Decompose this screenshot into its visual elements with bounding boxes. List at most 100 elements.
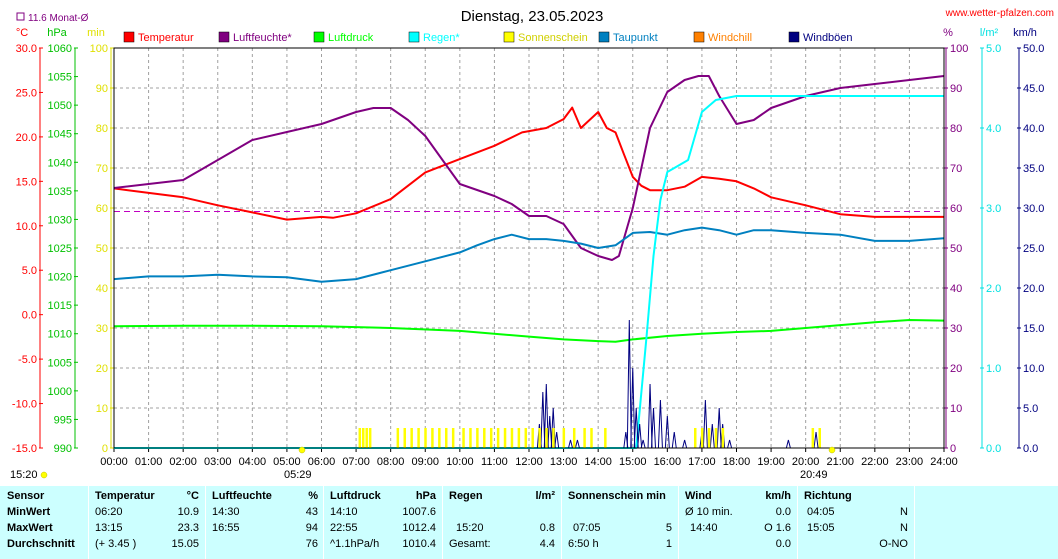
legend-label: Windböen: [803, 32, 853, 44]
sunshine-bar: [562, 428, 566, 448]
gust-spike: [647, 383, 653, 449]
gust-spike: [540, 391, 546, 449]
sunshine_min-tick-label: 10: [96, 403, 108, 415]
sunshine-bar: [604, 428, 607, 448]
sunshine-bar: [524, 428, 528, 448]
sunshine-bar: [410, 428, 413, 448]
sunshine-bar: [818, 428, 821, 448]
sunshine_min-tick-label: 100: [90, 43, 108, 55]
sunshine-bar: [496, 428, 500, 448]
pressure-tick-label: 1005: [48, 357, 72, 369]
temperature-tick-label: 20.0: [16, 132, 37, 144]
temperature-max-time: 13:15: [95, 522, 123, 534]
legend-swatch: [598, 31, 610, 43]
sunshine-avg-value: 1: [665, 538, 672, 550]
gust-spike: [671, 431, 677, 449]
sunshine_min-unit-label: min: [87, 27, 105, 39]
sunshine-bar: [445, 428, 448, 448]
chart-axes: 30.0 25.0 20.0 15.0 10.0 5.0 0.0 -5.0 -10.0 -15.0…: [12, 27, 1045, 468]
temperature-tick-label: -15.0: [12, 443, 37, 455]
series-line-taupunkt: [113, 226, 945, 283]
temperature-min-time: 06:20: [95, 506, 123, 518]
humidity-tick-label: 80: [950, 123, 962, 135]
sunshine-bar: [368, 428, 372, 448]
sunshine-bar: [365, 428, 368, 448]
pressure-tick-label: 1020: [48, 272, 72, 284]
current-time: 15:20: [10, 469, 38, 481]
direction-max-value: N: [900, 522, 908, 534]
legend-swatch: [218, 31, 230, 43]
pressure-unit: hPa: [415, 490, 436, 502]
humidity-tick-label: 70: [950, 163, 962, 175]
rain-tick-label: 1.0: [986, 363, 1001, 375]
sunshine-bar: [424, 428, 427, 448]
humidity-tick-label: 90: [950, 83, 962, 95]
gust-spike: [626, 319, 632, 449]
legend-label: Taupunkt: [613, 32, 658, 44]
wind-tick-label: 35.0: [1023, 163, 1044, 175]
sunrise-time: 05:29: [284, 469, 312, 481]
temperature-tick-label: -5.0: [18, 354, 37, 366]
temperature-unit-label: °C: [16, 27, 28, 39]
humidity-max-time: 16:55: [212, 522, 240, 534]
humidity-max-value: 94: [305, 522, 318, 534]
x-tick-label: 07:00: [342, 456, 370, 468]
humidity-min-value: 43: [305, 506, 318, 518]
pressure-min-time: 14:10: [330, 506, 358, 518]
gust-spike: [640, 439, 646, 449]
legend-swatch: [693, 31, 705, 43]
x-tick-label: 14:00: [584, 456, 612, 468]
wind-tick-label: 50.0: [1023, 43, 1044, 55]
direction-max-time: 15:05: [807, 522, 835, 534]
pressure-tick-label: 990: [54, 443, 72, 455]
temperature-header: Temperatur: [95, 490, 155, 502]
humidity-tick-label: 30: [950, 323, 962, 335]
wind-tick-label: 15.0: [1023, 323, 1044, 335]
sunshine-bar: [721, 428, 725, 448]
x-tick-label: 24:00: [930, 456, 958, 468]
gust-spike: [702, 399, 708, 449]
sunshine-bar: [811, 428, 815, 448]
gust-spike: [682, 439, 688, 449]
direction-header: Richtung: [804, 490, 852, 502]
wind-header: Wind: [685, 490, 712, 502]
sunshine_min-tick-label: 0: [102, 443, 108, 455]
x-tick-label: 08:00: [377, 456, 405, 468]
gust-spike: [657, 399, 663, 449]
temperature-avg-value: 15.05: [171, 538, 199, 550]
legend-label: Regen*: [423, 32, 460, 44]
temperature-tick-label: 15.0: [16, 176, 37, 188]
temperature-max-value: 23.3: [177, 522, 199, 534]
website-link[interactable]: www.wetter-pfalzen.com: [945, 8, 1054, 19]
series-line-temperatur: [113, 106, 944, 221]
sunshine-bar: [552, 428, 555, 448]
wind-tick-label: 20.0: [1023, 283, 1044, 295]
pressure-max-value: 1012.4: [402, 522, 436, 534]
pressure-tick-label: 1035: [48, 186, 72, 198]
pressure-tick-label: 1030: [48, 214, 72, 226]
rain-tick-label: 2.0: [986, 283, 1001, 295]
pressure-tick-label: 1055: [48, 72, 72, 84]
humidity-unit-label: %: [943, 27, 953, 39]
legend-label: Temperatur: [138, 32, 194, 44]
x-tick-label: 03:00: [204, 456, 232, 468]
x-tick-label: 15:00: [619, 456, 647, 468]
wind-tick-label: 30.0: [1023, 203, 1044, 215]
series-line-luftfeuchte: [113, 75, 945, 261]
x-tick-label: 00:00: [100, 456, 128, 468]
wind-min-value: 0.0: [775, 506, 791, 518]
sunshine-bar: [431, 428, 434, 448]
sunshine-bar: [590, 428, 593, 448]
pressure-tick-label: 1010: [48, 329, 72, 341]
pressure-max-time: 22:55: [330, 522, 358, 534]
pressure-tick-label: 1015: [48, 300, 72, 312]
humidity-tick-label: 100: [950, 43, 968, 55]
gust-spike: [651, 407, 656, 449]
sunshine-bar: [503, 428, 507, 448]
gust-spike: [637, 423, 643, 449]
sunshine-bar: [694, 428, 697, 448]
sunshine-bar: [545, 428, 548, 448]
temperature-tick-label: 5.0: [22, 265, 37, 277]
gust-spike: [727, 439, 733, 449]
wind-tick-label: 25.0: [1023, 243, 1044, 255]
